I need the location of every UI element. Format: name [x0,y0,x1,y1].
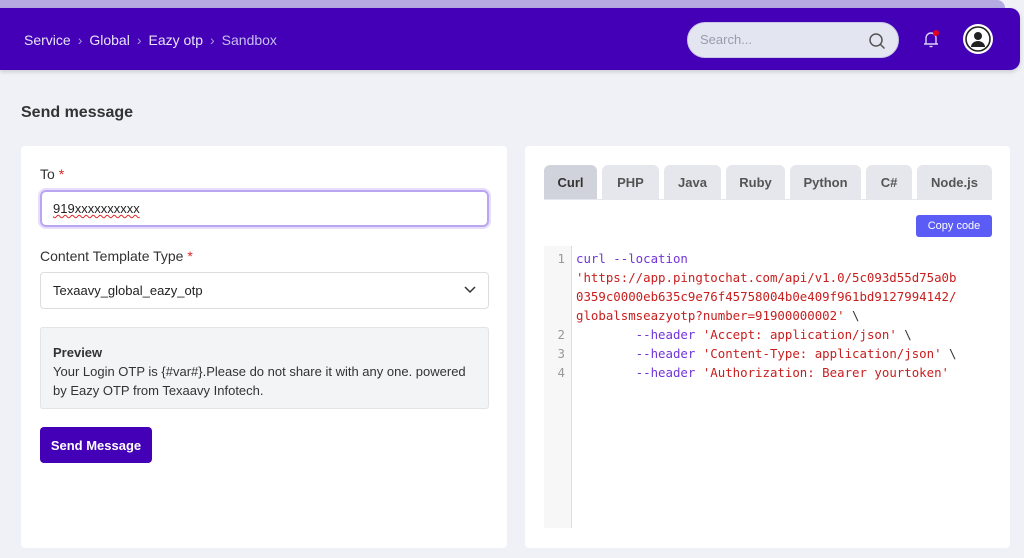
tab-python[interactable]: Python [790,165,861,199]
chevron-right-icon: › [136,32,142,48]
breadcrumb-global[interactable]: Global [89,32,130,48]
language-tabs: Curl PHP Java Ruby Python C# Node.js [544,165,992,200]
breadcrumb-eazy-otp[interactable]: Eazy otp [148,32,203,48]
bell-icon[interactable] [921,30,941,50]
preview-box: Preview Your Login OTP is {#var#}.Please… [40,327,489,409]
chevron-right-icon: › [77,32,83,48]
search-input[interactable] [700,32,860,47]
to-input[interactable]: 919xxxxxxxxxx [40,190,489,227]
tab-curl[interactable]: Curl [544,165,597,199]
tab-csharp[interactable]: C# [866,165,912,199]
chevron-right-icon: › [209,32,215,48]
copy-code-button[interactable]: Copy code [916,215,992,237]
user-avatar-icon [965,26,991,52]
template-select[interactable]: Texaavy_global_eazy_otp [40,272,489,309]
send-form-card: To * 919xxxxxxxxxx Content Template Type… [21,146,507,548]
search-icon[interactable] [868,32,886,50]
to-label: To * [40,166,65,182]
tab-php[interactable]: PHP [602,165,659,199]
breadcrumb: Service › Global › Eazy otp › Sandbox [24,32,277,48]
header: Service › Global › Eazy otp › Sandbox [0,8,1020,70]
preview-text: Your Login OTP is {#var#}.Please do not … [53,364,466,398]
breadcrumb-service[interactable]: Service [24,32,71,48]
chevron-down-icon [464,286,476,294]
preview-title: Preview [53,345,103,360]
tab-ruby[interactable]: Ruby [726,165,785,199]
breadcrumb-sandbox: Sandbox [221,32,277,48]
tab-java[interactable]: Java [664,165,721,199]
avatar[interactable] [963,24,993,54]
send-message-button[interactable]: Send Message [40,427,152,463]
page-title: Send message [21,104,134,121]
tab-nodejs[interactable]: Node.js [917,165,992,199]
template-label: Content Template Type * [40,248,193,264]
code-lines: curl --location 'https://app.pingtochat.… [576,251,957,380]
code-card: Curl PHP Java Ruby Python C# Node.js Cop… [525,146,1010,548]
search-box [687,22,899,58]
